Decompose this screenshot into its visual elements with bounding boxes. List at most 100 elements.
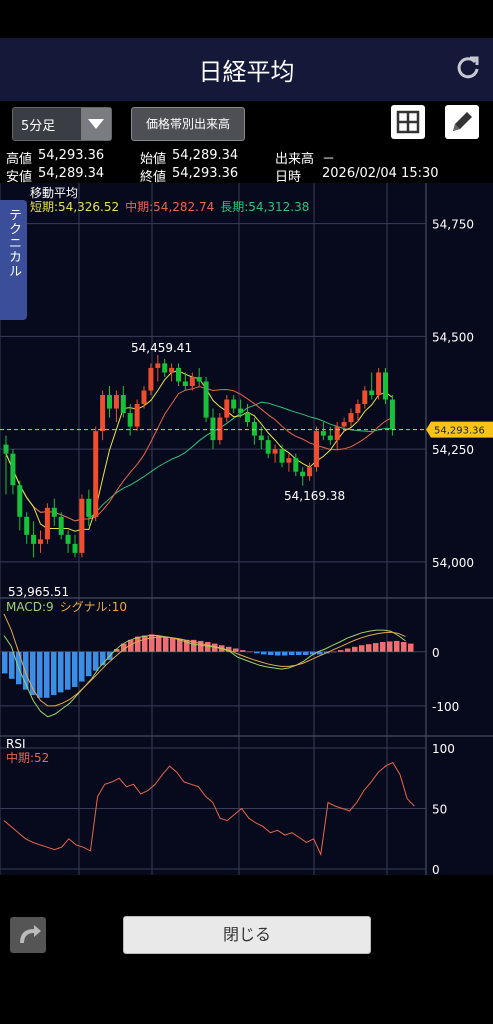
macd-bar — [191, 639, 197, 652]
macd-bar — [86, 651, 92, 677]
rsi-y-tick: 50 — [432, 803, 447, 817]
macd-bar — [72, 651, 78, 687]
price-volume-button[interactable]: 価格帯別出来高 — [131, 107, 245, 141]
datetime-value: 2026/02/04 15:30 — [322, 166, 439, 181]
technical-tab[interactable]: テクニカル — [0, 200, 27, 320]
macd-bar — [338, 650, 344, 652]
volume-label: 出来高 — [275, 152, 315, 167]
open-value: 54,289.34 — [172, 148, 239, 163]
macd-bar — [310, 651, 316, 655]
macd-bar — [198, 640, 204, 652]
macd-bar — [121, 643, 127, 652]
candle-body — [44, 507, 50, 540]
macd-bar — [51, 651, 57, 696]
macd-y-tick: 0 — [432, 646, 440, 660]
candle-body — [79, 498, 85, 553]
macd-bar — [156, 635, 162, 652]
pencil-icon[interactable] — [445, 105, 479, 139]
candle-body — [389, 399, 395, 430]
macd-bar — [177, 638, 183, 652]
candle-body — [72, 543, 78, 553]
y-tick-label: 54,500 — [432, 330, 474, 344]
macd-bar — [184, 639, 190, 652]
macd-bar — [387, 641, 393, 652]
macd-bar — [114, 649, 120, 652]
candle-body — [113, 395, 119, 409]
candle-body — [58, 516, 64, 535]
macd-bar — [247, 651, 253, 653]
macd-bar — [30, 651, 36, 696]
macd-bar — [331, 651, 337, 653]
macd-bar — [128, 639, 134, 652]
toolbar: 5分足 価格帯別出来高 — [0, 101, 493, 145]
macd-bar — [205, 642, 211, 652]
macd-bar — [296, 651, 302, 655]
macd-bar — [380, 642, 386, 652]
macd-bar — [100, 651, 106, 666]
y-tick-label: 54,250 — [432, 443, 474, 457]
candle-body — [251, 422, 257, 436]
signal-line — [3, 613, 406, 707]
chart-area[interactable]: 54,750 54,500 54,250 54,000 54,293.36 54,459.… — [0, 183, 493, 896]
candle-body — [279, 449, 285, 463]
low-value: 54,289.34 — [38, 166, 105, 181]
back-arrow-icon[interactable] — [10, 917, 46, 953]
candle-body — [334, 426, 340, 441]
close-label: 終値 — [140, 170, 167, 185]
candle-body — [65, 534, 71, 544]
rsi-y-tick: 0 — [432, 863, 440, 875]
candle-body — [355, 404, 361, 414]
mid-ma-line — [5, 386, 393, 522]
candle-body — [369, 390, 375, 396]
candle-body — [320, 431, 326, 436]
macd-line — [3, 629, 406, 718]
page-title: 日経平均 — [198, 58, 295, 86]
candle-body — [86, 498, 92, 517]
macd-bar — [44, 651, 50, 698]
long-ma-line — [5, 401, 393, 522]
timeframe-select[interactable]: 5分足 — [12, 107, 112, 141]
high-value: 54,293.36 — [38, 148, 105, 163]
candle-body — [293, 458, 299, 472]
candle-body — [224, 399, 230, 418]
price-annotation: 54,169.38 — [284, 489, 345, 503]
macd-bar — [142, 635, 148, 652]
volume-value: － — [322, 152, 336, 167]
candle-body — [17, 485, 23, 517]
macd-bar — [275, 651, 281, 656]
grid-layout-icon[interactable] — [391, 105, 425, 139]
macd-bar — [345, 648, 351, 652]
status-bar — [0, 0, 493, 38]
close-button[interactable]: 閉じる — [123, 916, 371, 954]
candle-body — [238, 408, 244, 414]
legend-entry: 中期:54,282.74 — [125, 199, 214, 214]
y-tick-label: 54,750 — [432, 218, 474, 232]
macd-bar — [58, 651, 64, 693]
candle-body — [189, 376, 195, 386]
macd-bar — [135, 636, 141, 652]
candle-body — [10, 453, 16, 486]
macd-bar — [366, 644, 372, 652]
technical-tab-label: テクニカル — [6, 208, 21, 278]
macd-bar — [254, 651, 260, 654]
rsi-title: RSI — [6, 737, 26, 751]
chart-svg: 54,750 54,500 54,250 54,000 54,293.36 54,459.… — [0, 183, 493, 896]
candle-body — [314, 431, 319, 468]
candle-body — [182, 381, 188, 386]
macd-bar — [9, 651, 15, 679]
macd-bar — [170, 637, 176, 652]
macd-bar — [373, 643, 379, 652]
low-label: 安値 — [6, 170, 33, 185]
candle-body — [31, 534, 37, 544]
candle-body — [203, 381, 209, 418]
candle-body — [265, 440, 271, 454]
refresh-icon[interactable] — [455, 54, 481, 80]
short-ma-line — [5, 370, 393, 532]
candle-body — [148, 367, 154, 391]
macd-bar — [23, 651, 29, 690]
candle-body — [245, 413, 250, 423]
candle-body — [134, 404, 140, 427]
macd-bar — [289, 651, 295, 655]
candle-body — [38, 539, 43, 544]
candle-body — [24, 516, 30, 535]
